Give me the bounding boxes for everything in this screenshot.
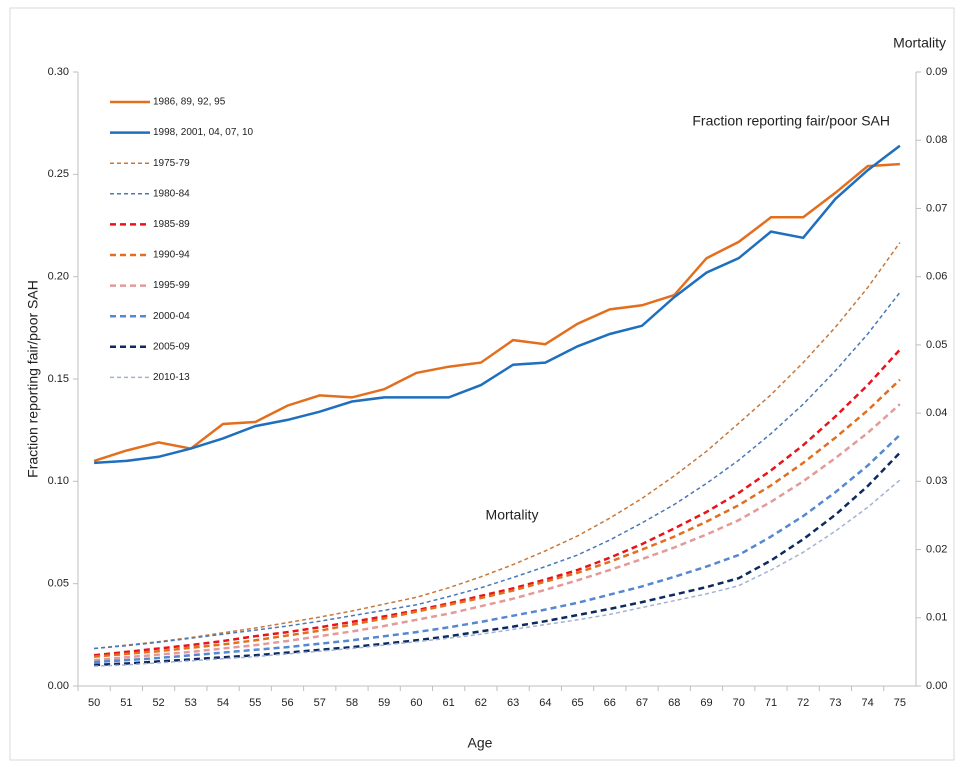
y-tick-label: 0.15 <box>48 373 69 385</box>
x-tick-label: 63 <box>507 697 519 709</box>
series-line <box>94 433 901 664</box>
series-line <box>93 162 900 463</box>
x-tick-label: 59 <box>378 697 390 709</box>
y2-tick-label: 0.05 <box>926 339 947 351</box>
y2-axis-title: Mortality <box>893 35 946 51</box>
legend-label: 1985-89 <box>153 219 190 230</box>
series-line <box>93 378 901 658</box>
y-tick-label: 0.00 <box>48 680 69 692</box>
y2-tick-label: 0.02 <box>926 543 947 555</box>
x-tick-label: 58 <box>346 697 358 709</box>
legend-label: 2000-04 <box>153 311 190 322</box>
legend-label: 1998, 2001, 04, 07, 10 <box>153 127 254 138</box>
y2-tick-label: 0.00 <box>926 680 947 692</box>
series-line <box>94 451 901 667</box>
y2-tick-label: 0.07 <box>926 202 947 214</box>
x-tick-label: 74 <box>862 697 874 709</box>
x-axis-title: Age <box>468 735 493 751</box>
x-tick-label: 62 <box>475 697 487 709</box>
y-tick-label: 0.30 <box>48 66 69 78</box>
y2-tick-label: 0.01 <box>926 612 947 624</box>
x-tick-label: 61 <box>443 697 455 709</box>
legend-label: 2010-13 <box>153 372 190 383</box>
x-tick-label: 60 <box>410 697 422 709</box>
x-tick-label: 71 <box>765 697 777 709</box>
legend-label: 1990-94 <box>153 250 190 261</box>
y2-tick-label: 0.09 <box>926 66 947 78</box>
series-line <box>93 348 901 657</box>
x-tick-label: 70 <box>733 697 745 709</box>
annotation: Fraction reporting fair/poor SAH <box>692 113 890 129</box>
y2-tick-label: 0.08 <box>926 134 947 146</box>
x-tick-label: 69 <box>700 697 712 709</box>
series-line <box>94 144 901 465</box>
x-tick-label: 64 <box>539 697 551 709</box>
x-tick-label: 66 <box>604 697 616 709</box>
x-tick-label: 65 <box>571 697 583 709</box>
series-line <box>94 479 901 667</box>
legend-label: 1975-79 <box>153 158 190 169</box>
x-tick-label: 57 <box>314 697 326 709</box>
y-axis-title: Fraction reporting fair/poor SAH <box>25 280 41 478</box>
x-tick-label: 75 <box>894 697 906 709</box>
y2-tick-label: 0.04 <box>926 407 947 419</box>
y2-tick-label: 0.06 <box>926 271 947 283</box>
x-tick-label: 55 <box>249 697 261 709</box>
annotation: Mortality <box>486 507 539 523</box>
y2-tick-label: 0.03 <box>926 475 947 487</box>
x-tick-label: 68 <box>668 697 680 709</box>
series-line <box>94 291 901 650</box>
legend-label: 1980-84 <box>153 188 190 199</box>
y-tick-label: 0.25 <box>48 168 69 180</box>
legend-label: 2005-09 <box>153 341 190 352</box>
x-tick-label: 52 <box>152 697 164 709</box>
legend-label: 1995-99 <box>153 280 190 291</box>
series-line <box>94 242 901 650</box>
y-tick-label: 0.20 <box>48 271 69 283</box>
x-tick-label: 50 <box>88 697 100 709</box>
legend-label: 1986, 89, 92, 95 <box>153 97 226 108</box>
x-tick-label: 73 <box>829 697 841 709</box>
y-tick-label: 0.10 <box>48 475 69 487</box>
y-tick-label: 0.05 <box>48 578 69 590</box>
x-tick-label: 51 <box>120 697 132 709</box>
x-tick-label: 54 <box>217 697 229 709</box>
x-tick-label: 72 <box>797 697 809 709</box>
x-tick-label: 53 <box>185 697 197 709</box>
x-tick-label: 56 <box>281 697 293 709</box>
series-line <box>93 403 901 662</box>
x-tick-label: 67 <box>636 697 648 709</box>
